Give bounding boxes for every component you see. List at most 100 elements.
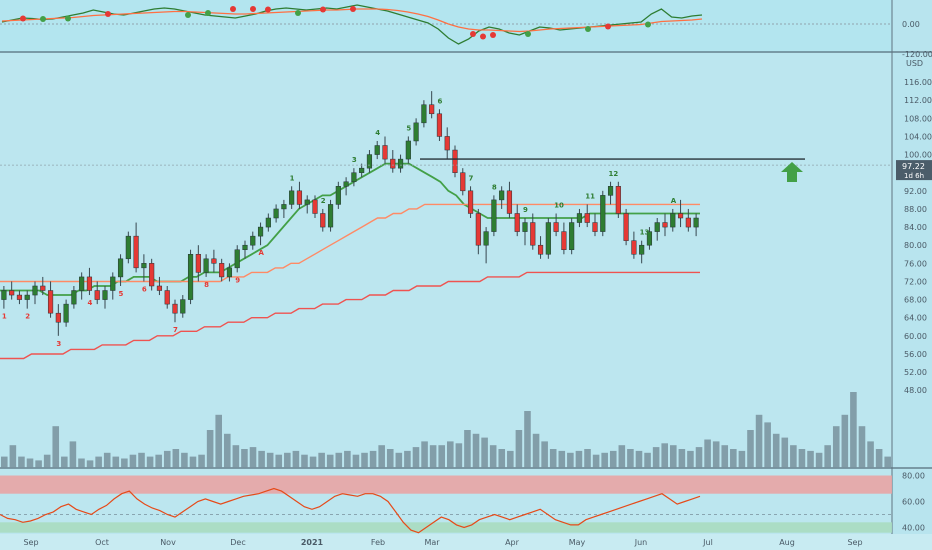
- candle-body: [335, 186, 341, 205]
- price-panel: [0, 53, 892, 468]
- candle-body: [382, 145, 388, 160]
- volume-bar: [875, 449, 883, 468]
- volume-bar: [18, 456, 25, 468]
- candle-body: [257, 226, 264, 237]
- currency-label: USD: [906, 59, 923, 68]
- price-tick-label: 104.00: [904, 132, 932, 141]
- osc-marker-red: [250, 6, 256, 12]
- count-label: 4: [375, 129, 380, 137]
- time-axis-label: Sep: [23, 538, 38, 547]
- volume-bar: [712, 441, 720, 468]
- volume-bar: [318, 452, 325, 468]
- candle-body: [304, 199, 310, 205]
- candle-body: [444, 136, 450, 151]
- candle-body: [180, 299, 186, 314]
- candle-body: [156, 285, 163, 291]
- volume-bar: [652, 447, 660, 468]
- candle-body: [281, 204, 287, 210]
- volume-bar: [292, 450, 300, 468]
- candle-body: [631, 240, 637, 255]
- volume-bar: [198, 454, 205, 468]
- volume-bar: [1, 456, 8, 468]
- candle-body: [234, 249, 240, 269]
- candle-body: [94, 290, 100, 300]
- volume-bar: [532, 433, 540, 468]
- candle-body: [530, 222, 536, 246]
- rsi-overbought-band: [0, 475, 892, 494]
- volume-bar: [489, 445, 497, 468]
- volume-bar: [78, 458, 85, 468]
- volume-bar: [215, 414, 222, 468]
- candle-body: [421, 104, 427, 124]
- osc-marker-red: [320, 6, 326, 13]
- volume-bar: [438, 445, 445, 468]
- volume-bar: [541, 441, 548, 468]
- volume-bar: [206, 430, 214, 468]
- count-label: 8: [204, 281, 209, 289]
- volume-bar: [95, 456, 102, 468]
- volume-bar: [103, 452, 111, 468]
- rsi-oversold-band: [0, 522, 892, 533]
- time-axis-label: Feb: [371, 538, 385, 547]
- candle-body: [351, 172, 357, 183]
- candle-body: [359, 167, 365, 173]
- candle-body: [195, 254, 201, 273]
- price-tick-label: 72.00: [904, 277, 927, 286]
- time-axis-label: Aug: [779, 538, 795, 547]
- candle-body: [226, 267, 233, 278]
- volume-bar: [790, 445, 797, 468]
- candle-body: [110, 276, 116, 291]
- count-label: 2: [321, 197, 326, 205]
- candle-body: [584, 213, 590, 223]
- price-tick-label: 60.00: [904, 332, 927, 341]
- price-tick-label: 116.00: [904, 78, 932, 87]
- count-label: 6: [437, 97, 442, 105]
- candle-body: [141, 263, 147, 269]
- candle-body: [662, 222, 668, 228]
- volume-bar: [798, 449, 806, 468]
- volume-bar: [747, 430, 754, 468]
- count-label: A: [259, 249, 265, 257]
- price-tick-label: 56.00: [904, 350, 927, 359]
- candle-body: [211, 258, 217, 264]
- volume-bar: [378, 445, 385, 468]
- candle-body: [623, 213, 629, 241]
- candle-body: [24, 294, 30, 300]
- volume-bar: [301, 454, 308, 468]
- candle-body: [125, 235, 131, 260]
- candle-body: [343, 181, 349, 187]
- volume-bar: [129, 454, 137, 468]
- price-tag: [896, 160, 932, 181]
- volume-bar: [224, 433, 231, 468]
- volume-bar: [43, 454, 51, 468]
- volume-bar: [661, 443, 668, 468]
- price-tag-countdown: 1d 6h: [904, 172, 924, 180]
- candle-body: [102, 290, 108, 300]
- candle-body: [475, 213, 481, 246]
- osc-marker-red: [265, 6, 271, 13]
- price-tick-label: 92.00: [904, 187, 927, 196]
- volume-bar: [695, 447, 703, 468]
- price-tick-label: 76.00: [904, 259, 927, 268]
- price-tick-label: 84.00: [904, 223, 927, 232]
- volume-bar: [121, 458, 128, 468]
- volume-bar: [515, 430, 523, 468]
- osc-marker-red: [230, 6, 236, 12]
- oscillator-panel: [0, 0, 892, 52]
- candle-body: [327, 204, 334, 228]
- volume-bar: [464, 430, 471, 468]
- volume-bar: [35, 460, 42, 468]
- volume-bar: [189, 456, 197, 468]
- volume-bar: [241, 449, 248, 468]
- price-tick-label: 112.00: [904, 96, 932, 105]
- volume-bar: [481, 437, 488, 468]
- time-axis-label: Nov: [160, 538, 176, 547]
- volume-bar: [369, 450, 377, 468]
- volume-bar: [266, 452, 274, 468]
- candle-body: [63, 303, 69, 323]
- count-label: 3: [352, 156, 357, 164]
- volume-bar: [447, 441, 454, 468]
- candle-body: [452, 149, 458, 173]
- price-tick-label: 100.00: [904, 151, 932, 160]
